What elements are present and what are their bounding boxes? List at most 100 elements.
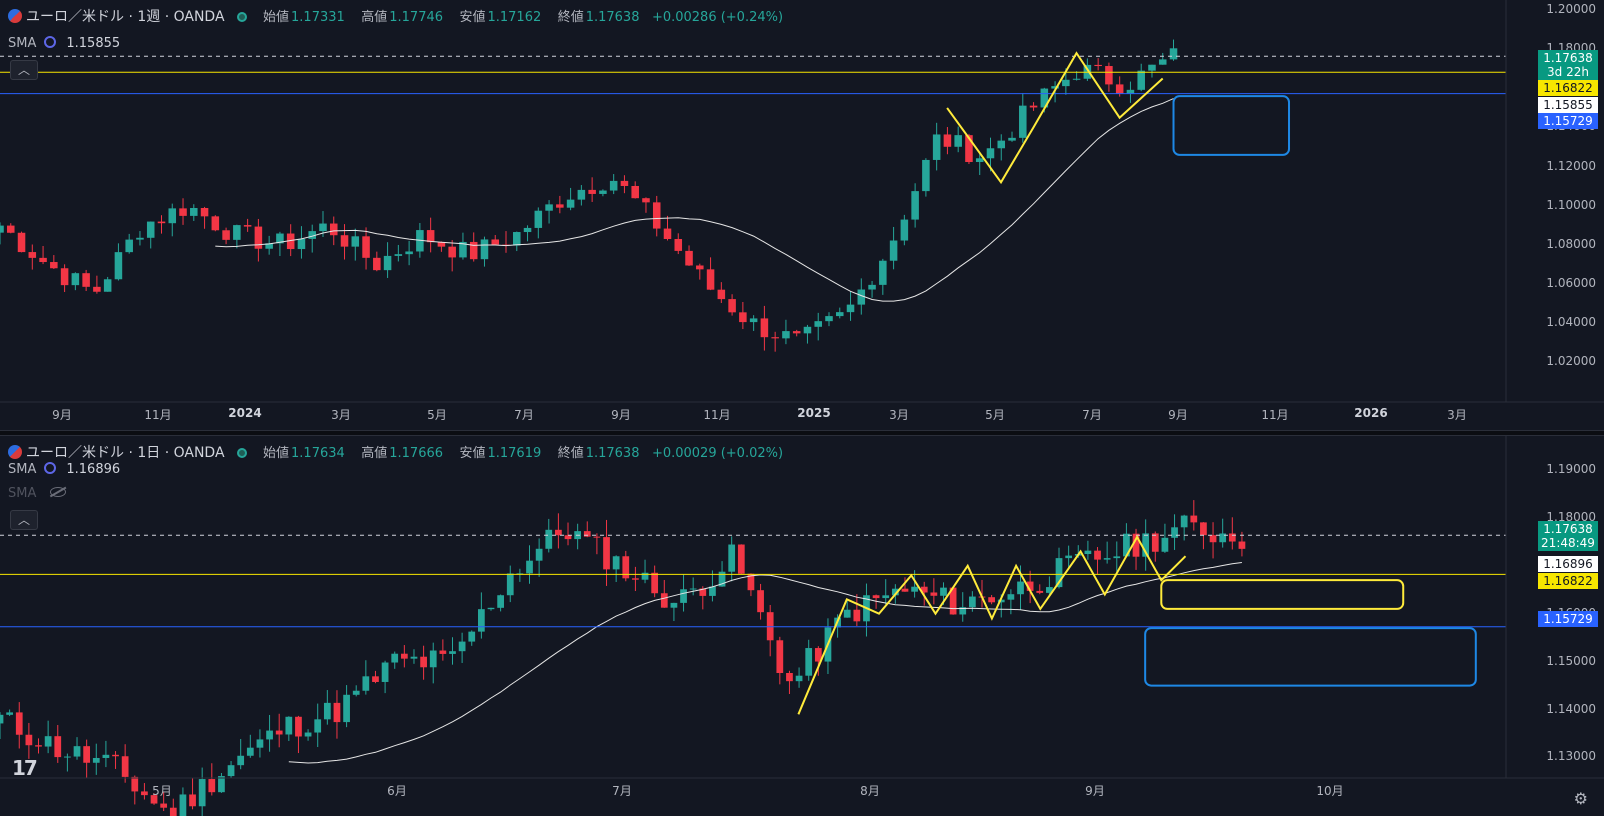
y-tick-label: 1.04000	[1546, 315, 1596, 330]
daily-chart-plot[interactable]	[0, 436, 1604, 816]
candle-body	[534, 210, 543, 228]
low-value: 1.17162	[487, 10, 542, 25]
sma-settings-icon[interactable]	[44, 36, 57, 48]
candle-body	[168, 208, 177, 224]
weekly-chart-plot[interactable]	[0, 0, 1604, 430]
y-tick-label: 1.13000	[1546, 749, 1596, 764]
candle-body	[1007, 594, 1015, 600]
candle-body	[1200, 522, 1207, 536]
candle-body	[922, 159, 930, 192]
change-value: +0.00029 (+0.02%)	[651, 446, 784, 461]
daily-legend: ユーロ／米ドル · 1日 · OANDA 始値 1.17634 高値 1.17666…	[8, 444, 783, 463]
open-value: 1.17634	[291, 446, 345, 461]
candle-body	[189, 794, 196, 807]
candle-body	[795, 675, 803, 682]
y-tick-label: 1.19000	[1546, 461, 1596, 476]
candle-body	[911, 586, 918, 592]
candle-body	[285, 716, 293, 735]
sma-indicator-row[interactable]: SMA 1.16896	[8, 462, 120, 477]
symbol-title[interactable]: ユーロ／米ドル · 1日 · OANDA	[26, 445, 225, 461]
candle-body	[680, 589, 687, 603]
sma-hidden-row[interactable]: SMA	[8, 486, 67, 501]
candle-body	[146, 221, 155, 238]
x-tick-label: 6月	[387, 784, 407, 798]
gear-icon[interactable]: ⚙	[1573, 789, 1588, 808]
candle-body	[868, 284, 876, 290]
candle-body	[814, 648, 822, 662]
candle-body	[200, 208, 209, 217]
collapse-legend-button[interactable]: ︿	[10, 60, 38, 80]
candle-body	[416, 230, 424, 252]
candle-body	[150, 795, 158, 804]
candle-body	[1219, 533, 1227, 543]
candle-body	[405, 251, 413, 255]
high-label: 高値	[361, 446, 388, 461]
candle-body	[949, 587, 957, 615]
candle-body	[1132, 533, 1140, 557]
candle-body	[728, 544, 736, 572]
candle-body	[497, 595, 504, 608]
last-price-tag: 1.17638 3d 22h	[1538, 50, 1598, 80]
candle-body	[954, 135, 962, 147]
x-tick-label: 8月	[860, 784, 880, 798]
candle-body	[932, 134, 941, 160]
blue-line-tag: 1.15729	[1538, 113, 1598, 129]
candle-body	[1142, 533, 1150, 557]
x-tick-label: 9月	[52, 408, 72, 422]
x-tick-label: 11月	[144, 408, 172, 422]
candle-body	[449, 651, 456, 654]
candle-body	[480, 239, 489, 260]
y-tick-label: 1.06000	[1546, 276, 1596, 291]
last-price-tag: 1.17638 21:48:49	[1538, 521, 1598, 551]
sma-settings-icon[interactable]	[44, 462, 57, 474]
close-label: 終値	[557, 10, 584, 25]
candle-body	[1105, 66, 1113, 85]
candle-body	[295, 716, 302, 737]
candle-body	[1126, 89, 1135, 94]
pane-divider[interactable]	[0, 430, 1604, 436]
tradingview-logo[interactable]: 17	[12, 756, 38, 780]
daily-chart-pane[interactable]: ユーロ／米ドル · 1日 · OANDA 始値 1.17634 高値 1.17666…	[0, 436, 1604, 816]
candle-body	[843, 609, 851, 618]
candle-body	[93, 286, 101, 292]
blue-line-tag: 1.15729	[1538, 611, 1598, 627]
candle-body	[1137, 70, 1145, 90]
candle-body	[760, 318, 769, 338]
candle-body	[1008, 137, 1016, 141]
candle-body	[555, 529, 562, 536]
sma-line	[215, 98, 1174, 302]
candle-body	[900, 219, 909, 241]
market-status-icon	[236, 12, 247, 22]
candle-body	[737, 544, 745, 574]
x-tick-label: 3月	[331, 408, 351, 422]
candle-body	[1017, 581, 1024, 595]
candle-body	[526, 560, 533, 574]
yellow-line-tag: 1.16822	[1538, 573, 1598, 589]
candle-body	[1190, 515, 1198, 523]
candle-body	[631, 185, 639, 199]
candle-body	[121, 756, 129, 777]
candle-body	[997, 140, 1006, 149]
market-status-icon	[236, 448, 247, 458]
candle-body	[1238, 541, 1246, 549]
candle-body	[959, 607, 967, 615]
candle-body	[1046, 587, 1053, 593]
candle-body	[160, 803, 168, 808]
candle-body	[112, 754, 119, 757]
candle-body	[663, 228, 672, 240]
sma-indicator-row[interactable]: SMA 1.15855	[8, 36, 120, 51]
sma-name: SMA	[8, 486, 37, 501]
candle-body	[757, 590, 764, 613]
candle-body	[577, 189, 586, 200]
candle-body	[1158, 59, 1167, 65]
eye-hidden-icon[interactable]	[50, 487, 67, 497]
symbol-title[interactable]: ユーロ／米ドル · 1週 · OANDA	[26, 9, 225, 25]
candle-body	[1051, 86, 1059, 89]
collapse-legend-button[interactable]: ︿	[10, 510, 38, 530]
y-tick-label: 1.12000	[1546, 158, 1596, 173]
y-tick-label: 1.08000	[1546, 236, 1596, 251]
candle-body	[169, 807, 177, 816]
close-label: 終値	[557, 446, 584, 461]
candle-body	[233, 225, 241, 240]
weekly-chart-pane[interactable]: ユーロ／米ドル · 1週 · OANDA 始値 1.17331 高値 1.17746…	[0, 0, 1604, 430]
